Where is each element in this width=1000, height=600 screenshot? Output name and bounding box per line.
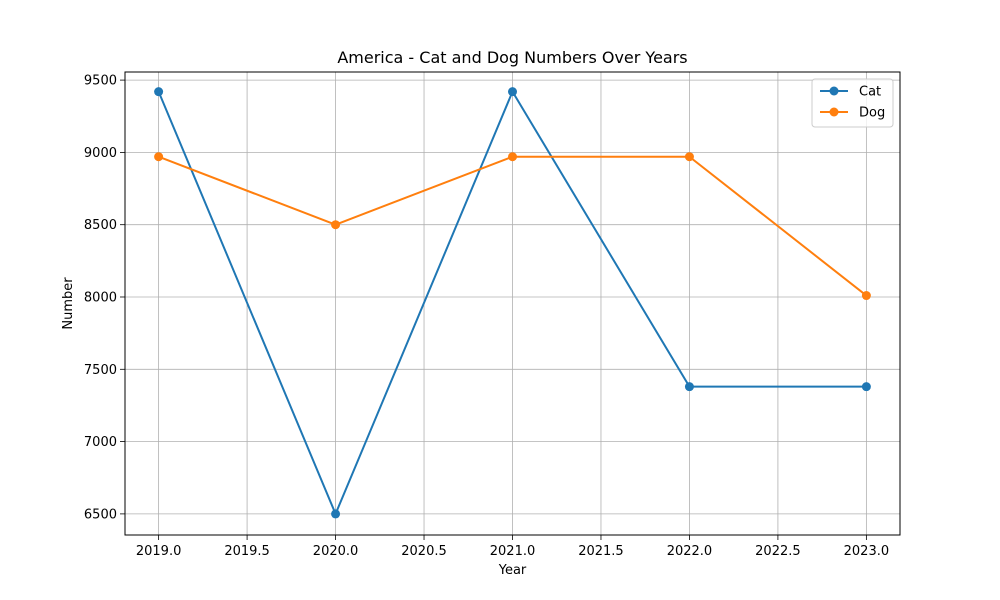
dog-legend-label: Dog <box>859 106 885 121</box>
y-axis-title: Number <box>61 277 76 330</box>
cat-data-point <box>861 382 871 392</box>
y-tick-label: 8500 <box>84 218 117 233</box>
y-tick-label: 8000 <box>84 290 117 305</box>
x-tick-label: 2022.5 <box>755 544 801 559</box>
x-tick-label: 2020.5 <box>401 544 447 559</box>
x-tick-label: 2019.0 <box>136 544 182 559</box>
x-tick-label: 2022.0 <box>667 544 713 559</box>
series-layer <box>154 87 871 519</box>
y-tick-label: 9500 <box>84 74 117 89</box>
y-tick-label: 7500 <box>84 363 117 378</box>
cat-data-point <box>154 87 164 97</box>
x-tick-label: 2021.0 <box>490 544 536 559</box>
legend: Cat Dog <box>811 78 894 128</box>
dog-data-point <box>154 152 164 162</box>
dog-data-point <box>508 152 517 162</box>
tick-layer: 2019.0 2019.5 2020.0 2020.5 2021.0 2021.5 2022… <box>84 74 889 559</box>
y-tick-label: 7000 <box>84 435 117 450</box>
cat-data-point <box>684 382 694 392</box>
dog-data-point <box>331 220 341 230</box>
dog-legend-marker <box>829 107 839 117</box>
cat-legend-label: Cat <box>859 85 881 100</box>
cat-legend-marker <box>829 86 839 96</box>
y-tick-label: 9000 <box>84 146 117 161</box>
x-axis-title: Year <box>498 563 527 578</box>
x-tick-label: 2021.5 <box>578 544 624 559</box>
chart-title: America - Cat and Dog Numbers Over Years <box>337 48 687 67</box>
dog-data-point <box>684 152 694 162</box>
cat-data-point <box>331 509 341 519</box>
x-tick-label: 2020.0 <box>313 544 359 559</box>
cat-data-point <box>508 87 517 97</box>
y-tick-label: 6500 <box>84 507 117 522</box>
x-tick-label: 2019.5 <box>224 544 270 559</box>
dog-data-point <box>861 291 871 301</box>
x-tick-label: 2023.0 <box>844 544 890 559</box>
